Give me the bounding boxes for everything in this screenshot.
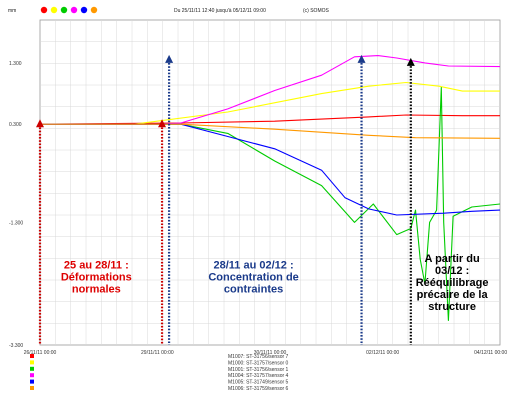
legend-swatch [30, 366, 34, 371]
palette-dot [90, 6, 98, 14]
series-line [40, 81, 500, 125]
palette-dot [40, 6, 48, 14]
series-line [40, 55, 501, 125]
legend-label: M1005: ST-31749/sensor 5 [228, 380, 289, 386]
x-tick-label: 04/12/11 00:00 [474, 350, 507, 356]
series-group [39, 55, 501, 322]
unit-label: mm [8, 8, 16, 14]
legend-label: M1004: ST-31757/sensor 4 [228, 373, 289, 379]
series-line [40, 123, 501, 216]
palette-dot [80, 6, 88, 14]
legend-swatch [30, 360, 34, 365]
palette-dot [60, 6, 68, 14]
x-tick-label: 29/11/11 00:00 [141, 350, 174, 356]
event-marker-triangle [165, 54, 174, 63]
y-tick-label: 1.300 [9, 61, 22, 67]
x-tick-label: 02/12/11 00:00 [366, 350, 399, 356]
grid [39, 19, 501, 346]
legend-swatch [30, 373, 34, 378]
annotation-text: 28/11 au 02/12 : Concentration de contrain… [208, 259, 298, 295]
legend-label: M1000: ST-31757/sensor 0 [228, 360, 289, 366]
event-marker-triangle [36, 119, 44, 128]
series-line [40, 86, 501, 322]
palette-dot [50, 6, 58, 14]
legend-label: M1001: ST-31756/sensor 1 [228, 367, 289, 373]
legend-swatch [30, 379, 34, 384]
y-tick-label: -3.300 [9, 343, 23, 349]
legend-swatch [30, 354, 34, 358]
y-tick-label: 0.300 [9, 122, 22, 128]
period-label: Du 25/11/11 12:40 jusqu'à 05/12/11 09:00 [174, 8, 266, 14]
header-bar: mm Du 25/11/11 12:40 jusqu'à 05/12/11 09… [8, 6, 329, 14]
x-tick-label: 26/11/11 00:00 [24, 350, 57, 356]
event-marker-triangle [357, 54, 366, 63]
palette-dot [70, 6, 78, 14]
y-tick-label: -1.300 [9, 220, 23, 226]
legend-label: M1007: ST-31756/sensor 7 [228, 354, 289, 360]
event-marker-triangle [158, 119, 167, 128]
event-marker-triangle [406, 57, 415, 66]
markers-group [36, 54, 415, 345]
annotation-text: 25 au 28/11 : Déformations normales [61, 259, 132, 295]
legend-swatch [30, 386, 34, 390]
series-line [40, 123, 501, 139]
x-tick-label: 30/11/11 00:00 [254, 350, 287, 356]
legend-label: M1006: ST-31759/sensor 6 [228, 386, 289, 392]
annotations-group: 25 au 28/11 : Déformations normales 28/11 a… [61, 253, 489, 313]
color-palette [40, 6, 98, 14]
annotation-text: A partir du 03/12 : Rééquilibrage précaire … [416, 253, 489, 313]
copyright-label: (c) SOMOS [303, 8, 329, 14]
